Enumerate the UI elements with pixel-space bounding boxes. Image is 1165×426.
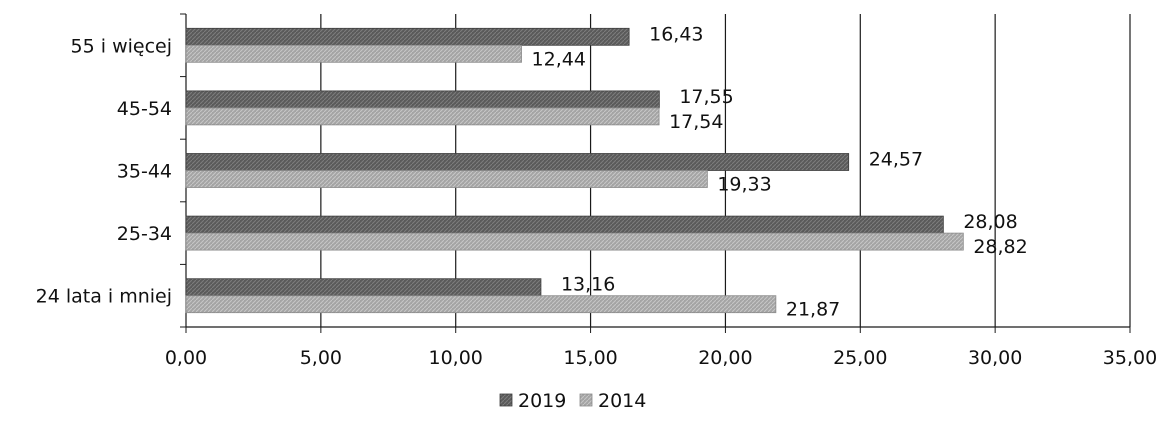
bar-2014-2 xyxy=(185,170,708,188)
data-label-2019: 17,55 xyxy=(679,86,733,108)
bar-2019-1 xyxy=(185,90,660,109)
x-tick-label: 30,00 xyxy=(968,347,1022,369)
data-label-2014: 28,82 xyxy=(973,236,1027,258)
data-label-2019: 24,57 xyxy=(869,149,923,171)
bar-2019-0 xyxy=(185,27,630,46)
x-tick-label: 15,00 xyxy=(563,347,617,369)
data-label-2014: 12,44 xyxy=(532,48,586,70)
bar-2014-4 xyxy=(185,295,777,314)
category-label: 24 lata i mniej xyxy=(36,286,172,308)
bar-2019-2 xyxy=(185,153,850,171)
data-label-2014: 21,87 xyxy=(786,299,840,321)
category-label: 25-34 xyxy=(117,223,172,245)
bar-2019-4 xyxy=(185,278,542,297)
category-label: 55 i więcej xyxy=(71,35,172,57)
legend-label-2019: 2019 xyxy=(518,390,566,412)
legend-swatch-2019 xyxy=(499,393,513,407)
legend: 2019 2014 xyxy=(499,390,646,412)
data-label-2019: 16,43 xyxy=(649,23,703,45)
bar-2014-1 xyxy=(185,107,660,126)
data-label-2014: 17,54 xyxy=(669,111,723,133)
legend-swatch-2014 xyxy=(579,393,593,407)
category-label: 45-54 xyxy=(117,98,172,120)
x-tick-label: 25,00 xyxy=(833,347,887,369)
data-label-2014: 19,33 xyxy=(717,174,771,196)
x-tick-label: 35,00 xyxy=(1103,347,1157,369)
bar-2014-0 xyxy=(185,44,522,63)
category-label: 35-44 xyxy=(117,161,172,183)
bars xyxy=(185,27,964,314)
data-label-2019: 28,08 xyxy=(963,211,1017,233)
labels: 0,00 5,00 10,00 15,00 20,00 25,00 30,00 35,00 55… xyxy=(36,23,1158,369)
x-tick-label: 20,00 xyxy=(698,347,752,369)
legend-label-2014: 2014 xyxy=(598,390,646,412)
x-tick-label: 10,00 xyxy=(429,347,483,369)
bar-2014-3 xyxy=(185,232,964,251)
x-tick-label: 5,00 xyxy=(300,347,342,369)
x-tick-label: 0,00 xyxy=(165,347,207,369)
data-label-2019: 13,16 xyxy=(561,274,615,296)
bar-2019-3 xyxy=(185,215,944,234)
